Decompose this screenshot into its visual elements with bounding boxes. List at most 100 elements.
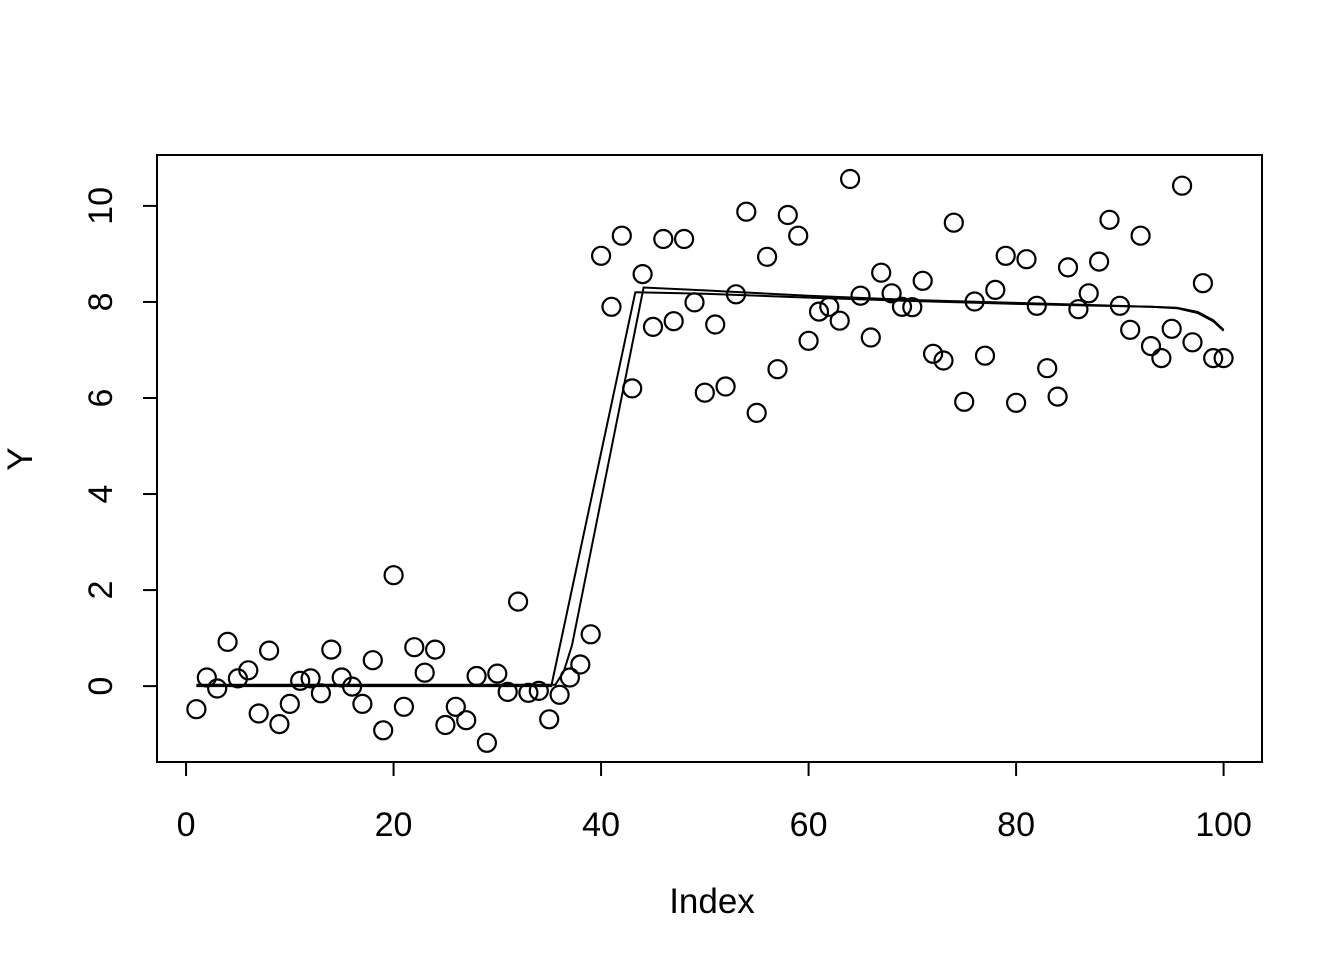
data-point (321, 639, 342, 660)
data-point (725, 284, 747, 305)
data-point (414, 662, 435, 683)
data-point (1016, 249, 1037, 270)
data-point (954, 391, 975, 412)
data-point (1151, 348, 1172, 369)
data-point (974, 345, 996, 366)
data-point (1203, 348, 1224, 369)
y-axis-tick-label: 10 (82, 187, 120, 225)
data-point (995, 245, 1016, 266)
data-point (756, 246, 778, 267)
data-point (943, 212, 964, 233)
data-point (362, 650, 383, 671)
y-axis-tick-label: 2 (82, 581, 120, 600)
data-point (1213, 348, 1234, 369)
x-axis-tick-label: 100 (1195, 806, 1252, 844)
data-point (393, 696, 414, 717)
data-point (1026, 295, 1047, 316)
data-point (902, 297, 923, 318)
fit-line-2 (196, 286, 1225, 686)
data-point (912, 270, 933, 291)
fit-lines-group (196, 286, 1225, 688)
data-point (352, 693, 373, 715)
data-point (196, 667, 217, 688)
data-point (539, 709, 560, 730)
data-point (1192, 273, 1214, 294)
data-point (860, 327, 881, 348)
data-point (694, 382, 715, 403)
data-point (207, 678, 228, 699)
data-point (871, 262, 892, 283)
data-point (1130, 225, 1151, 246)
data-point (964, 291, 985, 312)
data-point (684, 292, 705, 313)
data-point (653, 228, 674, 250)
data-point (487, 663, 508, 684)
data-point (777, 204, 798, 226)
y-axis-tick-label: 4 (82, 485, 120, 504)
data-point (1078, 283, 1099, 304)
data-point (507, 591, 529, 612)
data-point (590, 245, 612, 266)
y-axis-title: Y (1, 447, 40, 470)
x-axis-tick-label: 60 (790, 806, 828, 844)
data-point (632, 264, 653, 285)
y-axis-tick-label: 8 (82, 292, 120, 311)
data-point (1182, 332, 1203, 353)
y-axis-tick-label: 6 (82, 389, 120, 408)
data-point (922, 343, 944, 364)
data-point (985, 279, 1006, 300)
data-point (891, 296, 913, 317)
data-point (1068, 299, 1089, 320)
data-point (290, 670, 311, 691)
data-point (259, 640, 280, 661)
data-point (933, 350, 954, 371)
data-point (217, 631, 238, 653)
data-points-group (186, 168, 1234, 753)
data-point (425, 639, 446, 660)
data-point (705, 314, 726, 335)
data-point (1140, 336, 1162, 357)
data-point (570, 654, 591, 675)
data-point (663, 311, 684, 332)
data-point (549, 684, 570, 705)
data-point (497, 681, 518, 703)
data-point (1005, 392, 1027, 413)
data-point (1161, 318, 1182, 339)
plot-box (156, 154, 1263, 763)
data-point (850, 285, 871, 306)
data-point (445, 696, 466, 717)
data-point (808, 301, 830, 322)
data-point (269, 713, 290, 735)
data-point (1037, 358, 1058, 379)
data-point (404, 637, 425, 658)
data-point (829, 310, 850, 331)
data-point (559, 667, 581, 688)
data-point (622, 378, 643, 399)
fit-line-1 (196, 291, 1225, 688)
y-axis-tick-label: 0 (82, 677, 120, 696)
data-point (881, 283, 902, 304)
data-point (1099, 209, 1120, 230)
data-point (1047, 386, 1068, 407)
axes-group: 0 20 40 60 80 100 0 2 4 6 8 10 (82, 154, 1263, 844)
data-point (746, 402, 767, 423)
x-axis-tick-label: 80 (997, 806, 1035, 844)
data-point (435, 714, 456, 736)
data-point (373, 720, 394, 741)
data-point (601, 296, 622, 317)
data-point (788, 225, 809, 246)
data-point (186, 699, 207, 720)
data-point (342, 676, 363, 697)
data-point (279, 693, 300, 715)
data-point (611, 225, 632, 246)
data-point (248, 703, 269, 724)
data-point (476, 732, 497, 753)
data-point (580, 624, 601, 645)
data-point (518, 682, 539, 703)
data-point (798, 330, 819, 351)
data-point (673, 228, 695, 250)
data-point (1088, 251, 1110, 272)
data-point (300, 668, 321, 689)
x-axis-tick-label: 20 (375, 806, 413, 844)
